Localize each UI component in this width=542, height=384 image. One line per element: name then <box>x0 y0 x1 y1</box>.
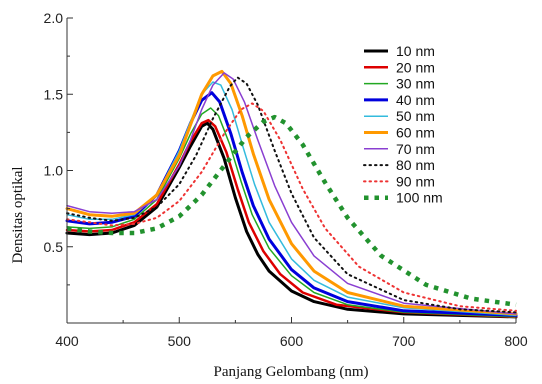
series-line-80-nm <box>66 76 517 314</box>
x-tick-label: 400 <box>55 333 79 349</box>
series-line-40-nm <box>65 91 518 317</box>
series-line-30-nm <box>66 107 517 318</box>
legend-label: 90 nm <box>396 173 435 189</box>
legend-label: 70 nm <box>396 141 435 157</box>
series-line-20-nm <box>65 118 518 319</box>
x-tick-label: 600 <box>280 333 304 349</box>
series-line-70-nm <box>66 72 517 315</box>
legend-label: 30 nm <box>396 76 435 92</box>
y-tick-label: 0.5 <box>44 239 64 255</box>
plot-area <box>67 18 516 323</box>
y-tick-label: 2.0 <box>44 10 64 26</box>
x-tick-label: 500 <box>168 333 192 349</box>
y-axis-label: Densitas optikal <box>10 166 26 263</box>
series-line-100-nm <box>66 114 517 307</box>
x-axis-label: Panjang Gelombang (nm) <box>214 364 369 380</box>
legend-label: 40 nm <box>396 92 435 108</box>
series-line-60-nm <box>65 69 518 316</box>
legend-label: 100 nm <box>396 190 443 206</box>
legend-label: 10 nm <box>396 43 435 59</box>
legend-label: 80 nm <box>396 157 435 173</box>
y-tick-label: 1.5 <box>44 86 64 102</box>
legend-label: 20 nm <box>396 59 435 75</box>
x-tick-label: 700 <box>392 333 416 349</box>
legend-label: 60 nm <box>396 125 435 141</box>
x-tick-label: 800 <box>504 333 528 349</box>
ticks-layer: 400 500 600 700 800 0.5 1.0 1.5 2.0 <box>44 10 528 349</box>
series-layer <box>65 69 518 319</box>
series-line-90-nm <box>66 102 517 312</box>
y-tick-label: 1.0 <box>44 163 64 179</box>
legend-label: 50 nm <box>396 108 435 124</box>
